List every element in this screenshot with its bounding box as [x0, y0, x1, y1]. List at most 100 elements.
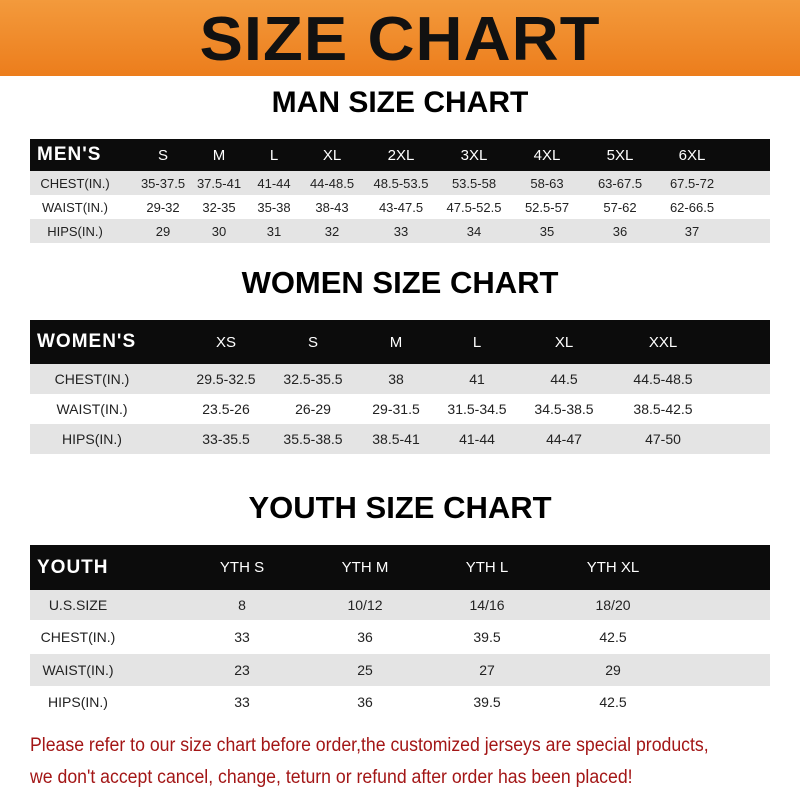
table-cell: 47-50 — [645, 431, 681, 447]
table-cell: 53.5-58 — [451, 175, 497, 191]
size-column-header: 6XL — [678, 146, 706, 164]
size-column-header: YTH M — [341, 559, 389, 576]
measurement-label: CHEST(IN.) — [54, 371, 130, 387]
notice-line-2: we don't accept cancel, change, teturn o… — [30, 767, 633, 788]
table-cell: 52.5-57 — [524, 199, 570, 215]
size-column-header: L — [269, 146, 279, 164]
table-cell: 25 — [357, 662, 373, 678]
table-cell: 67.5-72 — [669, 175, 715, 191]
notice-line-1: Please refer to our size chart before or… — [30, 735, 709, 756]
table-cell: 38-43 — [315, 199, 349, 215]
table-cell: 33-35.5 — [202, 431, 250, 447]
table-cell: 44.5-48.5 — [633, 371, 693, 387]
table-row: CHEST(IN.) 35-37.5 37.5-41 41-44 44-48.5 48.5… — [30, 171, 770, 195]
table-cell: 35 — [539, 223, 555, 239]
table-cell: 58-63 — [530, 175, 564, 191]
table-cell: 33 — [234, 629, 250, 645]
table-cell: 57-62 — [603, 199, 637, 215]
table-cell: 38.5-42.5 — [633, 401, 693, 417]
table-cell: 34 — [466, 223, 482, 239]
banner: SIZE CHART — [0, 0, 800, 76]
men-section-title: MAN SIZE CHART — [271, 86, 529, 119]
table-cell: 43-47.5 — [378, 199, 424, 215]
table-cell: 8 — [238, 597, 246, 613]
table-category-label: YOUTH — [37, 556, 109, 578]
size-column-header: M — [212, 146, 226, 164]
size-column-header: 2XL — [387, 146, 415, 164]
table-cell: 23.5-26 — [202, 401, 250, 417]
women-section-title: WOMEN SIZE CHART — [241, 265, 559, 300]
size-column-header: S — [157, 146, 169, 164]
table-cell: 32-35 — [202, 199, 236, 215]
table-cell: 18/20 — [595, 597, 631, 613]
table-cell: 33 — [393, 223, 409, 239]
table-row: HIPS(IN.) 33 36 39.5 42.5 — [30, 686, 770, 718]
size-column-header: XL — [554, 333, 574, 351]
table-row: WAIST(IN.) 23 25 27 29 — [30, 654, 770, 686]
banner-title: SIZE CHART — [199, 5, 601, 74]
table-row: CHEST(IN.) 29.5-32.5 32.5-35.5 38 41 44.5 44.5… — [30, 364, 770, 394]
table-cell: 42.5 — [599, 629, 627, 645]
table-header-row: YOUTH YTH S YTH M YTH L YTH XL — [30, 545, 770, 590]
table-cell: 38.5-41 — [372, 431, 420, 447]
size-column-header: YTH S — [219, 559, 265, 576]
table-cell: 62-66.5 — [669, 199, 715, 215]
table-cell: 26-29 — [295, 401, 331, 417]
measurement-label: HIPS(IN.) — [47, 223, 103, 239]
table-cell: 32 — [324, 223, 340, 239]
table-cell: 41-44 — [257, 175, 291, 191]
measurement-label: WAIST(IN.) — [56, 401, 128, 417]
table-cell: 31 — [266, 223, 282, 239]
table-cell: 41-44 — [459, 431, 495, 447]
table-row: HIPS(IN.) 33-35.5 35.5-38.5 38.5-41 41-44 44-… — [30, 424, 770, 454]
table-cell: 29.5-32.5 — [196, 371, 256, 387]
table-header-row: MEN'S S M L XL 2XL 3XL 4XL 5XL 6XL — [30, 139, 770, 171]
size-column-header: YTH L — [465, 559, 509, 576]
measurement-label: WAIST(IN.) — [42, 662, 114, 678]
measurement-label: CHEST(IN.) — [40, 629, 116, 645]
table-cell: 31.5-34.5 — [447, 401, 507, 417]
size-column-header: 4XL — [533, 146, 561, 164]
size-column-header: 5XL — [606, 146, 634, 164]
table-cell: 44-48.5 — [309, 175, 355, 191]
table-cell: 63-67.5 — [597, 175, 643, 191]
table-cell: 29 — [155, 223, 171, 239]
table-cell: 35.5-38.5 — [283, 431, 343, 447]
table-cell: 29 — [605, 662, 621, 678]
table-cell: 29-32 — [146, 199, 180, 215]
table-cell: 41 — [469, 371, 485, 387]
size-column-header: S — [307, 333, 319, 351]
table-cell: 38 — [388, 371, 404, 387]
size-column-header: XXL — [648, 333, 678, 351]
table-cell: 36 — [612, 223, 628, 239]
table-cell: 27 — [479, 662, 495, 678]
table-cell: 34.5-38.5 — [534, 401, 594, 417]
measurement-label: U.S.SIZE — [48, 597, 108, 613]
measurement-label: HIPS(IN.) — [62, 431, 122, 447]
table-cell: 35-38 — [257, 199, 291, 215]
table-cell: 14/16 — [469, 597, 505, 613]
table-cell: 32.5-35.5 — [283, 371, 343, 387]
table-cell: 37.5-41 — [196, 175, 242, 191]
table-row: WAIST(IN.) 23.5-26 26-29 29-31.5 31.5-34.5 34… — [30, 394, 770, 424]
table-cell: 44.5 — [550, 371, 578, 387]
table-cell: 42.5 — [599, 694, 627, 710]
size-column-header: XL — [322, 146, 342, 164]
table-cell: 35-37.5 — [140, 175, 186, 191]
table-header-row: WOMEN'S XS S M L XL XXL — [30, 320, 770, 364]
table-row: WAIST(IN.) 29-32 32-35 35-38 38-43 43-47.5 47.… — [30, 195, 770, 219]
table-cell: 10/12 — [347, 597, 383, 613]
table-cell: 37 — [684, 223, 700, 239]
table-cell: 29-31.5 — [372, 401, 420, 417]
table-row: HIPS(IN.) 29 30 31 32 33 34 35 36 37 — [30, 219, 770, 243]
youth-section-title: YOUTH SIZE CHART — [248, 490, 552, 525]
measurement-label: CHEST(IN.) — [40, 175, 110, 191]
size-column-header: M — [389, 333, 403, 351]
table-cell: 39.5 — [473, 694, 501, 710]
size-column-header: YTH XL — [586, 559, 640, 576]
size-column-header: 3XL — [460, 146, 488, 164]
table-row: U.S.SIZE 8 10/12 14/16 18/20 — [30, 590, 770, 620]
table-cell: 47.5-52.5 — [446, 199, 502, 215]
size-column-header: XS — [215, 333, 237, 351]
